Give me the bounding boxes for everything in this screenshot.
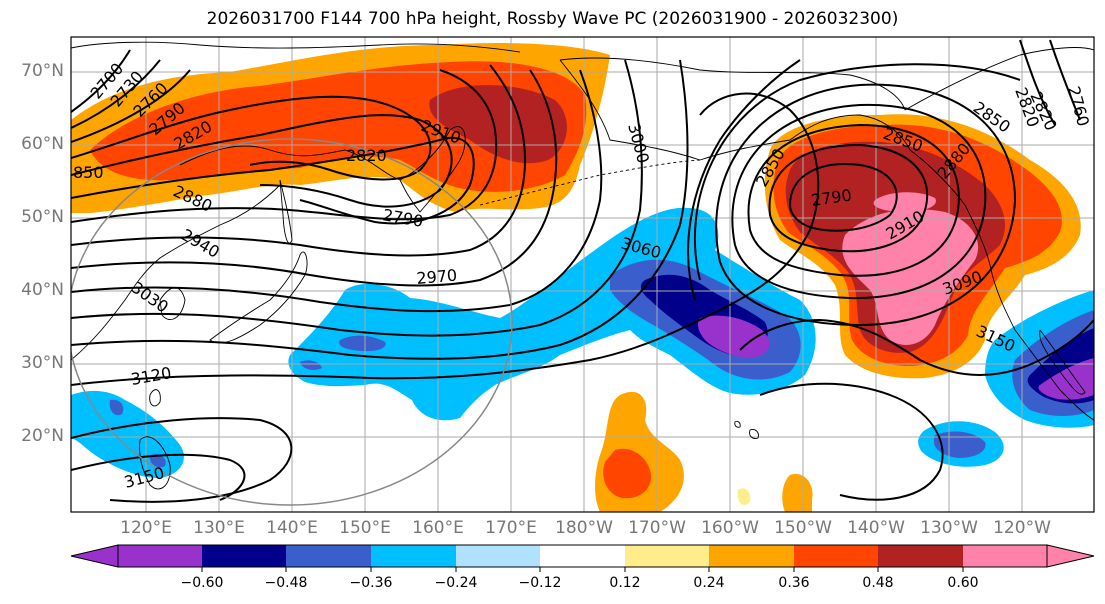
colorbar-tick-label: −0.48 xyxy=(264,575,308,591)
lon-label: 180°W xyxy=(555,518,613,538)
colorbar-tick-label: −0.36 xyxy=(349,575,393,591)
colorbar-extend-low xyxy=(70,544,119,568)
contour-label: 850 xyxy=(73,163,104,182)
colorbar-tick-label: −0.12 xyxy=(518,575,562,591)
colorbar-tick-label: 0.36 xyxy=(778,575,810,591)
lon-label: 160°W xyxy=(701,518,759,538)
lat-label: 50°N xyxy=(21,207,64,227)
lat-label: 70°N xyxy=(21,61,64,81)
colorbar-tick-label: 0.60 xyxy=(947,575,979,591)
lon-label: 120°E xyxy=(120,518,172,538)
analysis-domain-circle xyxy=(71,138,513,506)
colorbar-segment xyxy=(963,545,1047,567)
lon-label: 150°E xyxy=(339,518,391,538)
colorbar-extend-high xyxy=(1046,544,1095,568)
colorbar-segment xyxy=(118,545,202,567)
positive-anomaly-siberia xyxy=(71,43,610,213)
colorbar-segment xyxy=(625,545,709,567)
lon-label: 160°E xyxy=(412,518,464,538)
lon-label: 130°E xyxy=(193,518,245,538)
lon-label: 170°E xyxy=(485,518,537,538)
colorbar-tick-label: −0.24 xyxy=(434,575,478,591)
contour-label: 2970 xyxy=(416,266,458,288)
colorbar-segment xyxy=(286,545,371,567)
colorbar-segment xyxy=(202,545,286,567)
lat-label: 40°N xyxy=(21,280,64,300)
lon-label: 170°W xyxy=(628,518,686,538)
colorbar-tick-label: −0.60 xyxy=(180,575,224,591)
colorbar-segment xyxy=(371,545,456,567)
lon-label: 140°E xyxy=(266,518,318,538)
negative-anomaly-east-pacific xyxy=(918,290,1094,467)
map-title: 2026031700 F144 700 hPa height, Rossby W… xyxy=(206,9,899,29)
lon-label: 140°W xyxy=(847,518,905,538)
colorbar-outline xyxy=(117,544,1048,568)
colorbar-segment xyxy=(456,545,540,567)
lat-label: 60°N xyxy=(21,134,64,154)
positive-anomaly-subtropical xyxy=(595,391,813,512)
colorbar-segment xyxy=(709,545,794,567)
colorbar-tick-label: 0.12 xyxy=(609,575,641,591)
lon-label: 150°W xyxy=(774,518,832,538)
lat-label: 20°N xyxy=(21,426,64,446)
colorbar-segment xyxy=(794,545,878,567)
map-frame xyxy=(70,36,1095,513)
colorbar-segment xyxy=(878,545,963,567)
lat-label: 30°N xyxy=(21,353,64,373)
negative-anomaly-pacific xyxy=(288,207,816,421)
colorbar-segment xyxy=(540,545,625,567)
contour-label: 2820 xyxy=(346,146,387,165)
lon-label: 120°W xyxy=(993,518,1051,538)
height-contours xyxy=(71,39,1094,503)
graticule xyxy=(71,37,1094,512)
colorbar-tick-label: 0.24 xyxy=(693,575,725,591)
lon-label: 130°W xyxy=(920,518,978,538)
colorbar xyxy=(70,544,1095,572)
colorbar-tick-label: 0.48 xyxy=(862,575,894,591)
